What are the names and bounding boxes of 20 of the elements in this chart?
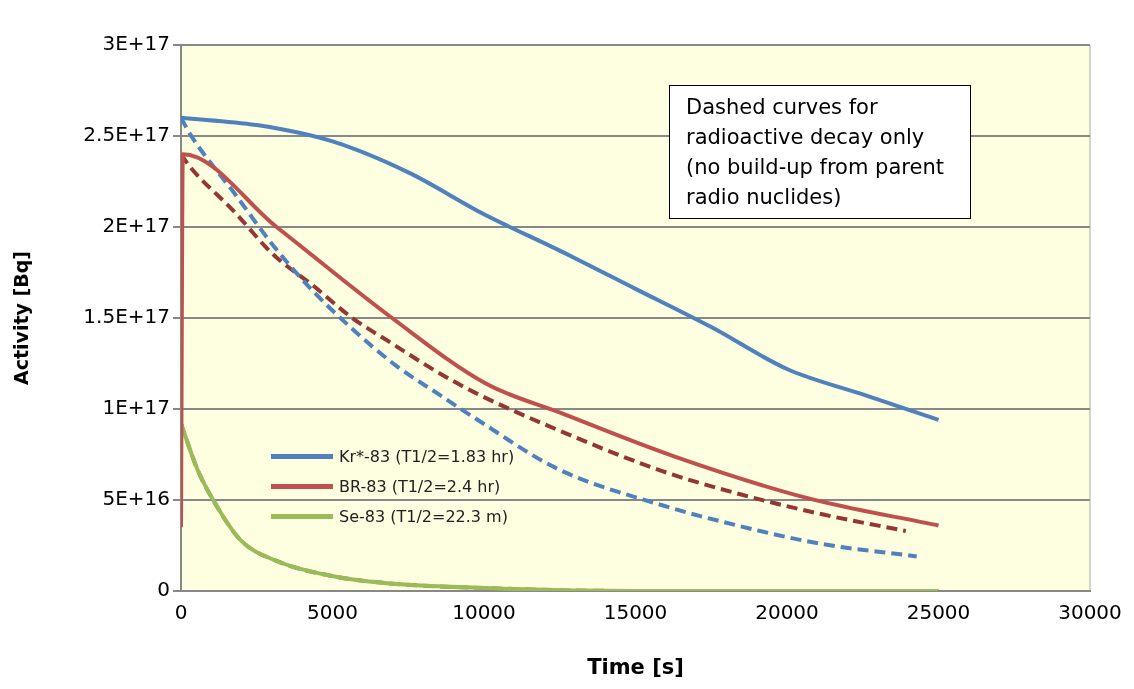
x-tick-label: 15000 bbox=[603, 600, 668, 625]
annotation: Dashed curves for radioactive decay only (no build-up from parent radio nuclides) bbox=[686, 94, 945, 211]
y-tick-label: 0 bbox=[157, 577, 170, 602]
y-axis-title: Activity [Bq] bbox=[10, 251, 33, 385]
y-tick-label: 3E+17 bbox=[102, 31, 170, 56]
y-tick-label: 5E+16 bbox=[102, 486, 170, 511]
y-tick-label: 1.5E+17 bbox=[83, 304, 170, 329]
legend-label: Se-83 (T1/2=22.3 m) bbox=[339, 506, 508, 526]
y-tick-label: 1E+17 bbox=[102, 395, 170, 420]
x-tick-label: 20000 bbox=[755, 600, 819, 625]
x-tick-label: 0 bbox=[174, 600, 188, 625]
x-tick-label: 30000 bbox=[1058, 600, 1122, 625]
y-tick-label: 2.5E+17 bbox=[83, 122, 170, 147]
legend-label: BR-83 (T1/2=2.4 hr) bbox=[339, 476, 501, 496]
x-tick-label: 25000 bbox=[906, 600, 971, 625]
x-axis-title: Time [s] bbox=[587, 654, 684, 679]
y-tick-label: 2E+17 bbox=[102, 213, 170, 238]
legend-label: Kr*-83 (T1/2=1.83 hr) bbox=[339, 446, 515, 466]
x-tick-label: 10000 bbox=[452, 600, 516, 625]
x-tick-label: 5000 bbox=[307, 600, 358, 625]
